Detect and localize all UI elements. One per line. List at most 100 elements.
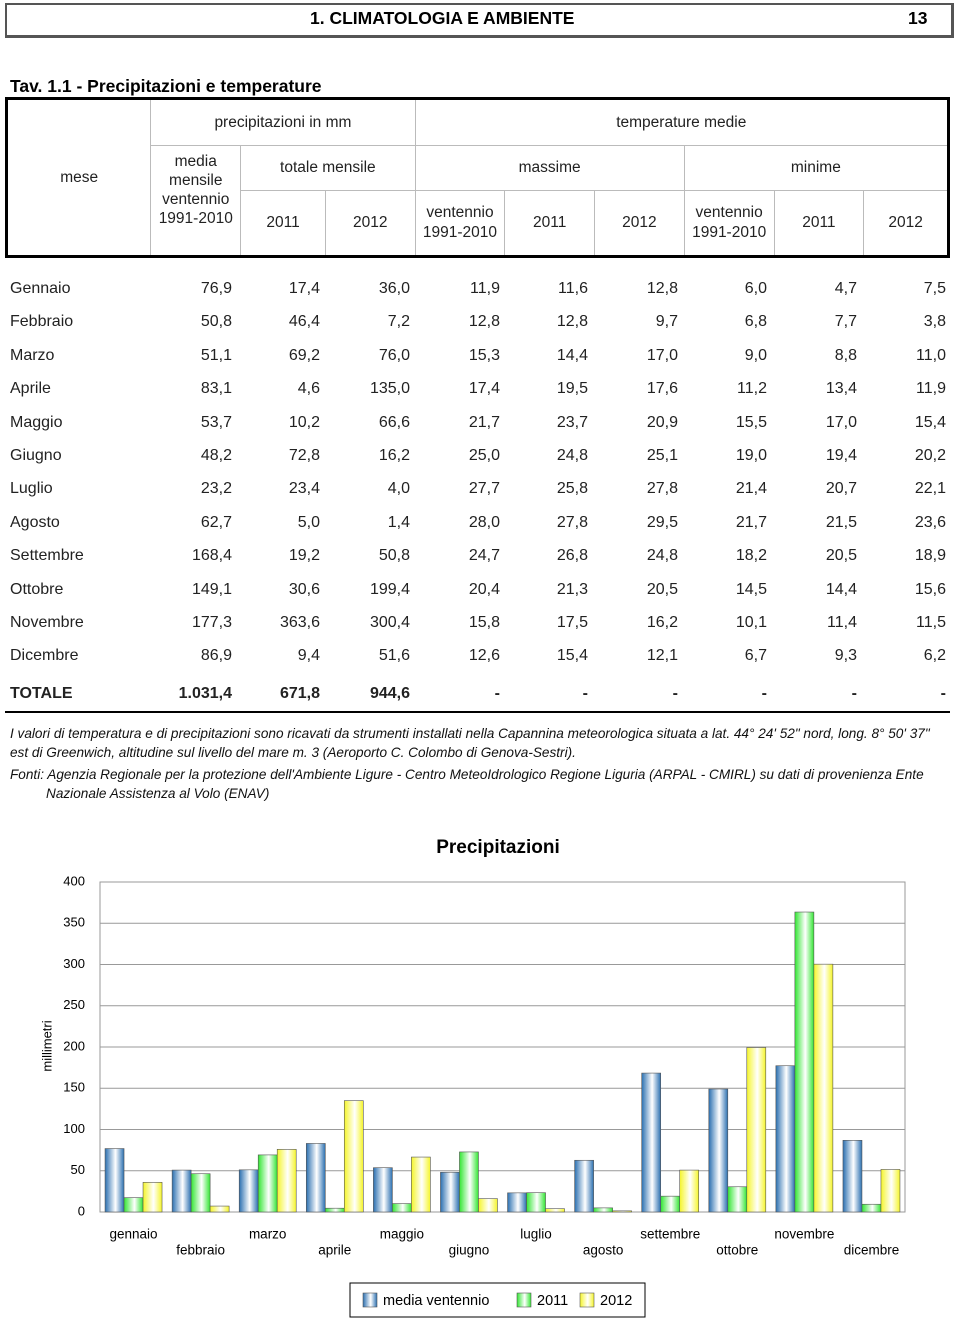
x-tick-label: giugno [449, 1243, 490, 1258]
bar [324, 1207, 345, 1213]
header-cell: 2012 [324, 190, 416, 257]
bar [660, 1195, 681, 1213]
table-cell: 11,9 [470, 280, 500, 297]
table-cell: 168,4 [191, 547, 232, 565]
y-tick-label: 50 [71, 1162, 85, 1177]
table-cell: 62,7 [200, 513, 232, 531]
table-cell: - [494, 685, 500, 702]
table-cell: 1.031,4 [178, 685, 232, 702]
table-cell: 363,6 [279, 614, 320, 631]
x-tick-label: gennaio [110, 1227, 158, 1242]
header-cell: precipitazioni in mm [150, 98, 416, 146]
table-cell: 9,3 [834, 647, 857, 665]
y-tick-label: 200 [63, 1038, 85, 1053]
row-label: Gennaio [10, 280, 71, 297]
bar [842, 1140, 863, 1213]
table-cell: 23,6 [914, 513, 946, 531]
table-cell: 51,6 [378, 647, 410, 665]
table-cell: 27,8 [556, 513, 588, 531]
bar [880, 1169, 901, 1213]
row-label: Marzo [10, 346, 55, 364]
table-cell: 23,2 [200, 480, 232, 498]
table-cell: 20,9 [646, 413, 678, 431]
x-tick-label: dicembre [844, 1243, 900, 1258]
table-cell: 4,0 [387, 480, 410, 498]
table-cell: 135,0 [369, 380, 410, 398]
bar [612, 1210, 632, 1213]
table-cell: 50,8 [200, 313, 232, 331]
table-cell: 16,2 [646, 614, 678, 631]
bar [123, 1197, 144, 1213]
table-cell: 76,0 [378, 346, 410, 364]
y-tick-label: 350 [63, 915, 85, 930]
bar [746, 1047, 767, 1213]
bar [478, 1198, 498, 1213]
row-label: Maggio [10, 413, 63, 431]
table-cell: 12,8 [646, 280, 678, 297]
table-cell: 199,4 [369, 580, 410, 598]
y-tick-label: 0 [78, 1203, 85, 1218]
bar [861, 1203, 882, 1213]
table-cell: 24,8 [556, 447, 588, 464]
x-tick-label: novembre [774, 1227, 834, 1242]
table-cell: 19,4 [825, 447, 857, 464]
table-cell: 46,4 [288, 313, 320, 331]
table-cell: 12,6 [468, 647, 500, 665]
table-cell: 11,5 [916, 614, 946, 631]
table-cell: 21,4 [735, 480, 767, 498]
table-cell: 14,4 [825, 580, 857, 598]
header-cell: temperature medie [414, 98, 950, 146]
table-cell: 11,9 [916, 380, 946, 398]
bar [593, 1207, 613, 1213]
table-cell: 6,2 [923, 647, 946, 665]
table-cell: 9,7 [655, 313, 678, 331]
table-cell: 12,8 [556, 313, 588, 331]
row-label: TOTALE [10, 685, 73, 702]
x-tick-label: luglio [520, 1227, 552, 1242]
table-cell: 3,8 [923, 313, 946, 331]
x-tick-label: agosto [583, 1243, 624, 1258]
table-cell: 12,8 [468, 313, 500, 331]
table-cell: 19,0 [735, 447, 767, 464]
table-cell: - [761, 685, 767, 702]
table-cell: 17,5 [556, 614, 588, 631]
table-cell: 15,4 [556, 647, 588, 665]
table-cell: 17,4 [468, 380, 500, 398]
bar [305, 1143, 326, 1213]
table-cell: 17,6 [646, 380, 678, 398]
table-cell: 149,1 [191, 580, 232, 598]
table-cell: 76,9 [200, 280, 232, 297]
legend-label: 2012 [600, 1293, 632, 1309]
table-cell: 944,6 [369, 685, 410, 702]
bar [171, 1169, 192, 1213]
legend [349, 1282, 646, 1318]
table-cell: 66,6 [378, 413, 410, 431]
chart: Precipitazioni millimetri 0 50 100 150 200 25… [39, 837, 906, 1318]
table-cell: 15,4 [914, 413, 946, 431]
header-cell: media mensile ventennio 1991-2010 [150, 145, 242, 257]
table-cell: 48,2 [200, 447, 232, 464]
bar [257, 1154, 278, 1213]
y-tick-label: 300 [63, 956, 85, 971]
table-cell: 17,0 [825, 413, 857, 431]
table-cell: - [851, 685, 857, 702]
bar [238, 1169, 259, 1213]
row-label: Giugno [10, 447, 62, 464]
table-cell: 14,4 [556, 346, 588, 364]
note: I valori di temperatura e di precipitazi… [10, 726, 930, 760]
header-cell: 2011 [773, 190, 865, 257]
table-cell: 26,8 [556, 547, 588, 565]
table-cell: 50,8 [378, 547, 410, 565]
table-cell: 6,8 [744, 313, 767, 331]
table-cell: 8,8 [834, 346, 857, 364]
table-cell: 300,4 [369, 614, 410, 631]
table-cell: 20,5 [825, 547, 857, 565]
table-cell: - [582, 685, 588, 702]
header-cell: ventennio 1991-2010 [683, 190, 775, 257]
table-cell: 9,0 [744, 346, 767, 364]
table-cell: 7,7 [834, 313, 857, 331]
x-tick-label: febbraio [176, 1243, 225, 1258]
table-cell: 1,4 [387, 513, 410, 531]
table-cell: 11,0 [916, 346, 946, 364]
